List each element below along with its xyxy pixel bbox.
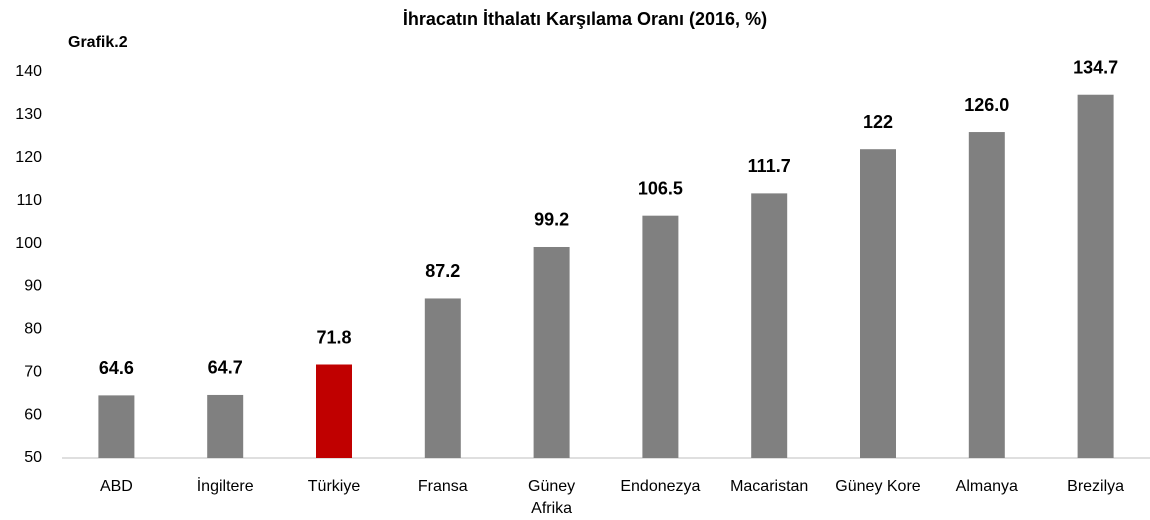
y-tick-label: 70 [24,363,42,380]
bar [425,298,461,458]
data-label: 122 [863,112,893,132]
bar [751,193,787,458]
x-tick-label: Güney Afrika [498,476,606,520]
bar [534,247,570,458]
x-tick-label: Güney Kore [824,476,932,498]
bar [207,395,243,458]
data-label: 126.0 [964,95,1009,115]
x-tick-label: Brezilya [1042,476,1150,498]
x-tick-label: Fransa [389,476,497,498]
y-tick-label: 120 [15,149,42,166]
x-tick-label: Türkiye [280,476,388,498]
data-label: 111.7 [748,156,791,176]
y-tick-label: 60 [24,406,42,423]
data-label: 87.2 [425,261,460,281]
data-label: 64.6 [99,358,134,378]
data-label: 134.7 [1073,57,1118,77]
x-tick-label: Almanya [933,476,1041,498]
data-label: 99.2 [534,210,569,230]
bar [1078,95,1114,458]
y-tick-label: 130 [15,106,42,123]
chart-svg: İhracatın İthalatı Karşılama Oranı (2016… [0,0,1150,520]
x-tick-label: İngiltere [171,476,279,498]
x-tick-label: ABD [62,476,170,498]
chart: İhracatın İthalatı Karşılama Oranı (2016… [0,0,1150,520]
bar [316,365,352,458]
y-tick-label: 50 [24,449,42,466]
bar [98,395,134,458]
x-tick-label: Macaristan [715,476,823,498]
data-label: 106.5 [638,178,683,198]
chart-title: İhracatın İthalatı Karşılama Oranı (2016… [403,9,767,29]
data-label: 71.8 [316,327,351,347]
data-label: 64.7 [208,358,243,378]
bar [969,132,1005,458]
bar [642,216,678,458]
bar [860,149,896,458]
y-tick-label: 80 [24,321,42,338]
annotation: Grafik.2 [68,34,128,51]
y-tick-label: 110 [16,192,42,209]
y-tick-label: 90 [24,278,42,295]
y-tick-label: 100 [15,235,42,252]
y-tick-label: 140 [15,63,42,80]
x-tick-label: Endonezya [606,476,714,498]
